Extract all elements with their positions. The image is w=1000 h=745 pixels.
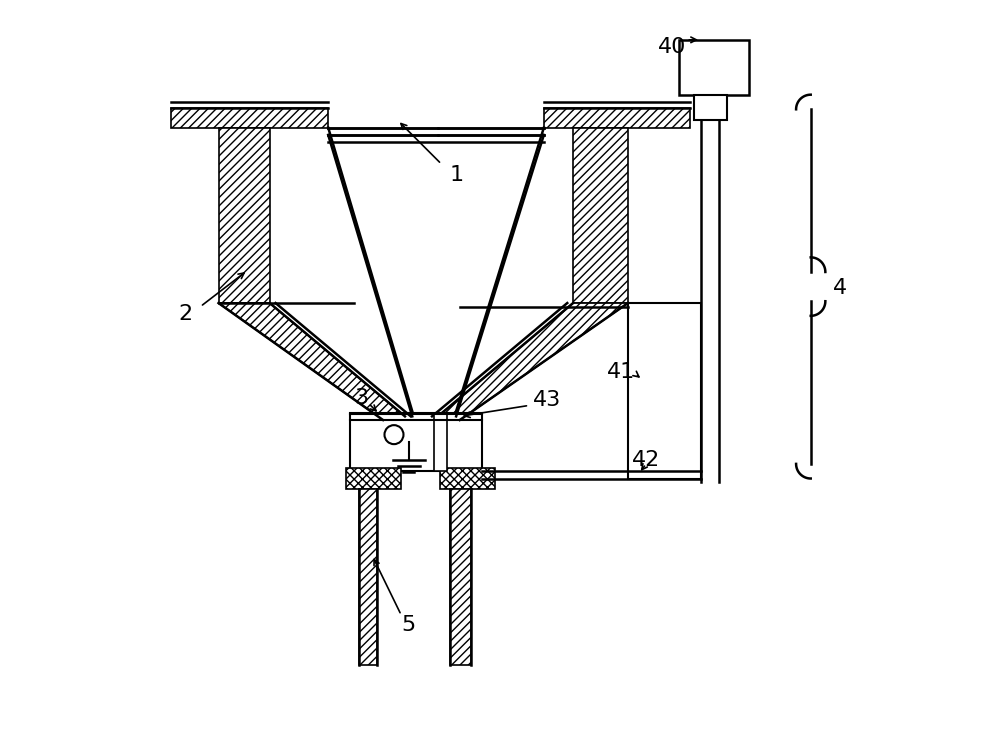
- Text: 2: 2: [179, 304, 193, 324]
- Polygon shape: [434, 413, 482, 420]
- Text: 42: 42: [632, 450, 660, 470]
- Bar: [346, 468, 401, 489]
- Text: 43: 43: [533, 390, 562, 410]
- Text: 40: 40: [658, 37, 686, 57]
- Polygon shape: [544, 108, 690, 127]
- Text: 41: 41: [607, 363, 635, 382]
- Text: 1: 1: [449, 165, 463, 185]
- Polygon shape: [219, 303, 405, 420]
- Bar: [434, 413, 447, 471]
- Polygon shape: [350, 413, 394, 420]
- Text: 5: 5: [401, 615, 416, 635]
- Polygon shape: [438, 303, 628, 420]
- Polygon shape: [219, 127, 270, 303]
- Polygon shape: [573, 127, 628, 303]
- Text: 4: 4: [833, 279, 847, 299]
- Bar: [440, 468, 495, 489]
- Bar: [694, 95, 727, 120]
- Bar: [679, 39, 749, 95]
- Polygon shape: [359, 489, 377, 665]
- Text: 3: 3: [354, 388, 368, 408]
- Polygon shape: [171, 108, 328, 127]
- Polygon shape: [450, 489, 471, 665]
- Bar: [350, 413, 482, 471]
- Bar: [628, 303, 701, 478]
